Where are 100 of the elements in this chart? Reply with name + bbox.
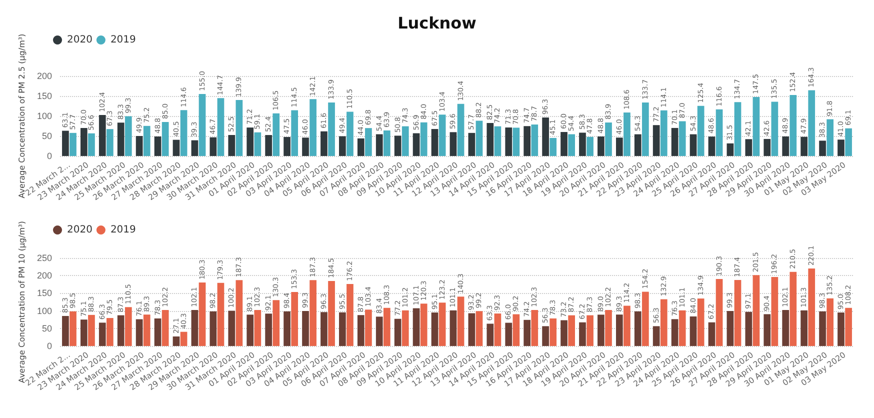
bar [272, 113, 280, 156]
bar [605, 310, 612, 346]
bar [236, 280, 243, 346]
bar [80, 320, 88, 346]
bar [505, 127, 512, 156]
bar [438, 114, 446, 156]
bar [62, 130, 69, 156]
bar [524, 126, 531, 156]
bar [376, 316, 383, 346]
bar [284, 137, 290, 156]
bar [524, 320, 531, 346]
bar [210, 311, 217, 346]
bar [598, 314, 604, 346]
bar [143, 314, 150, 346]
bar [217, 282, 224, 346]
bar [80, 128, 88, 156]
bar [660, 299, 668, 346]
bar [808, 90, 816, 156]
bar [819, 140, 826, 156]
bar [764, 138, 771, 156]
legend-label: 2020 [67, 224, 92, 236]
bar [838, 140, 844, 156]
bar [690, 134, 697, 156]
bar [494, 126, 502, 156]
bar [154, 136, 162, 156]
bar [671, 319, 678, 346]
bar [634, 311, 642, 346]
bar [357, 315, 364, 346]
bar [284, 311, 290, 346]
bar [394, 318, 402, 346]
y-tick-label: 100 [36, 111, 52, 121]
bar [143, 126, 150, 156]
bar [476, 120, 483, 156]
bar [624, 306, 630, 346]
bar [838, 312, 844, 346]
bar [162, 122, 169, 156]
bar [819, 311, 826, 346]
bar [457, 296, 464, 346]
bar [246, 128, 254, 156]
bar [154, 318, 162, 346]
bar [660, 110, 668, 156]
bar [402, 310, 409, 346]
bar [438, 302, 446, 346]
bar [468, 132, 476, 156]
bar [124, 307, 132, 346]
bar [365, 310, 372, 346]
bar [136, 319, 143, 346]
bar [494, 314, 502, 346]
bar [708, 136, 716, 156]
bar [486, 123, 494, 156]
bar [191, 140, 198, 156]
bar [228, 135, 236, 156]
bar [328, 102, 335, 156]
bar [652, 125, 660, 156]
bar [254, 310, 262, 346]
bar [616, 314, 623, 346]
bar [117, 122, 124, 156]
bar [236, 100, 243, 156]
bar [512, 314, 520, 346]
bar [800, 136, 808, 156]
bar [210, 137, 217, 156]
bar [678, 310, 686, 346]
bar [357, 138, 364, 156]
bar [70, 132, 76, 156]
bar [616, 138, 623, 156]
chart-title: Lucknow [398, 14, 477, 32]
bar [652, 326, 660, 346]
bar [62, 316, 69, 346]
bar [752, 97, 760, 156]
y-tick-label: 150 [36, 288, 52, 298]
bar [254, 132, 262, 156]
y-axis-title: Average Concentration of PM 2.5 (µg/m³) [18, 34, 27, 198]
bar [291, 292, 298, 346]
bar [560, 320, 568, 346]
bar [162, 310, 169, 346]
bar [246, 314, 254, 346]
bar [320, 131, 328, 156]
bar [642, 292, 649, 346]
bar [476, 311, 483, 346]
bar [228, 310, 236, 346]
bar [734, 280, 742, 346]
bar [412, 308, 420, 346]
bar [671, 128, 678, 156]
bar [790, 272, 797, 346]
bar [191, 310, 198, 346]
bar [320, 312, 328, 346]
bar [457, 104, 464, 156]
bar [808, 268, 816, 346]
bar [790, 95, 797, 156]
bar [172, 336, 180, 346]
bar [697, 106, 704, 156]
bar [845, 128, 852, 156]
bar [328, 281, 335, 346]
y-tick-label: 0 [46, 341, 52, 351]
bar [180, 110, 188, 156]
bar [486, 324, 494, 346]
bar [568, 134, 575, 156]
bar [70, 311, 76, 346]
bar [542, 117, 549, 156]
bar [531, 124, 538, 156]
